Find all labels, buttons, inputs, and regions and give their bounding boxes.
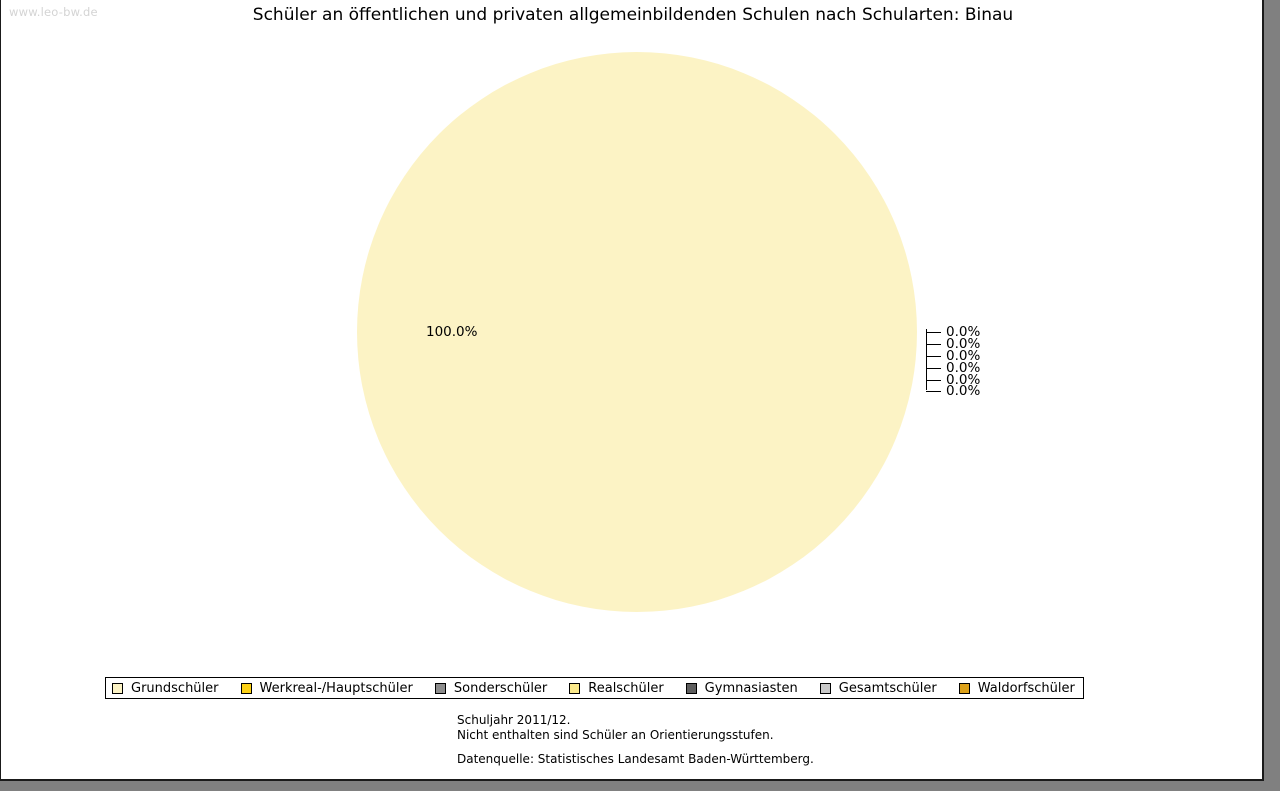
leader-line-tick: [926, 332, 941, 333]
pie-label-grundschueler: 100.0%: [426, 324, 478, 340]
leader-line-tick: [926, 391, 941, 392]
legend-item-label: Realschüler: [588, 680, 664, 696]
legend-item-label: Gymnasiasten: [704, 680, 798, 696]
pie-label-zero-1: 0.0%: [946, 324, 981, 340]
leader-line-tick: [926, 368, 941, 369]
legend-swatch-icon: [112, 682, 123, 694]
chart-legend: Grundschüler Werkreal-/Hauptschüler Sonder…: [105, 677, 1084, 699]
leader-line-tick: [926, 356, 941, 357]
legend-item-6[interactable]: Waldorfschüler: [958, 680, 1077, 696]
pie-label-zero-5: 0.0%: [946, 372, 981, 388]
legend-item-1[interactable]: Werkreal-/Hauptschüler: [240, 680, 435, 696]
chart-title: Schüler an öffentlichen und privaten all…: [252, 5, 1014, 25]
legend-item-label: Waldorfschüler: [977, 680, 1075, 696]
footnote-schuljahr: Schuljahr 2011/12.: [457, 713, 571, 727]
legend-swatch-icon: [685, 682, 697, 694]
legend-item-4[interactable]: Gymnasiasten: [685, 680, 820, 696]
pie-chart: [357, 52, 917, 612]
legend-item-label: Grundschüler: [131, 680, 219, 696]
watermark-text: www.leo-bw.de: [9, 5, 98, 19]
legend-item-3[interactable]: Realschüler: [569, 681, 685, 696]
pie-label-zero-4: 0.0%: [946, 360, 981, 376]
pie-label-zero-3: 0.0%: [946, 348, 981, 364]
footnote-block: Schuljahr 2011/12. Nicht enthalten sind …: [457, 713, 774, 743]
leader-line-spine: [926, 329, 927, 390]
pie-label-zero-2: 0.0%: [946, 336, 981, 352]
legend-item-label: Werkreal-/Hauptschüler: [259, 680, 413, 696]
footnote-orientierungsstufen: Nicht enthalten sind Schüler an Orientie…: [457, 728, 774, 742]
legend-item-label: Gesamtschüler: [838, 680, 937, 696]
zero-slice-labels: 0.0% 0.0% 0.0% 0.0% 0.0% 0.0%: [921, 324, 1001, 399]
legend-item-5[interactable]: Gesamtschüler: [819, 680, 959, 696]
legend-swatch-icon: [569, 682, 581, 694]
legend-item-label: Sonderschüler: [453, 680, 548, 696]
pie-label-zero-6: 0.0%: [946, 383, 981, 399]
legend-swatch-icon: [434, 682, 446, 694]
leader-line-tick: [926, 344, 941, 345]
legend-item-2[interactable]: Sonderschüler: [434, 680, 569, 696]
leader-line-tick: [926, 380, 941, 381]
legend-item-0[interactable]: Grundschüler: [112, 681, 241, 696]
chart-canvas: www.leo-bw.de Schüler an öffentlichen un…: [0, 0, 1264, 781]
footnote-datenquelle: Datenquelle: Statistisches Landesamt Bad…: [457, 752, 814, 766]
legend-swatch-icon: [819, 682, 831, 694]
pie-slice-grundschueler[interactable]: [357, 52, 917, 612]
legend-swatch-icon: [240, 682, 252, 694]
legend-swatch-icon: [958, 682, 970, 694]
